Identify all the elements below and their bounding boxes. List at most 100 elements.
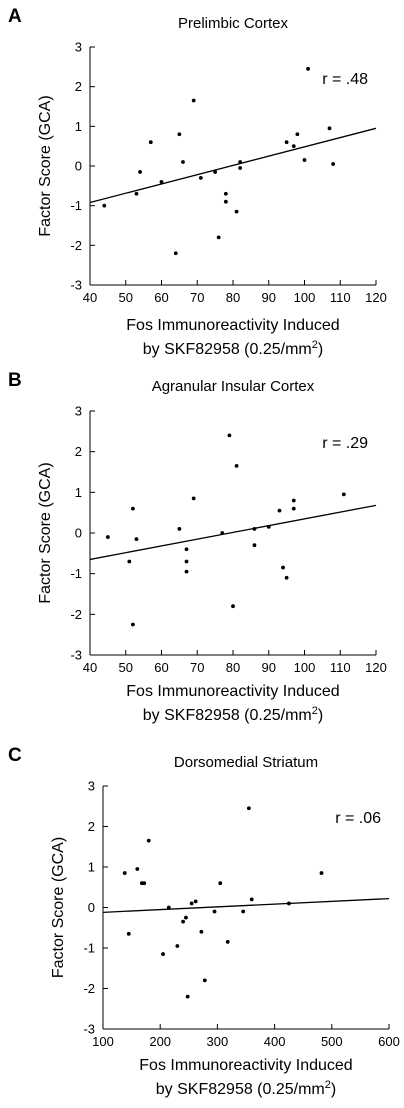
data-point [277,508,282,513]
data-point [146,838,151,843]
data-point [218,881,223,886]
x-axis-label-superscript: 2 [312,705,318,717]
data-point [284,575,289,580]
chart-panel-b: B Agranular Insular Cortex -3 -2 -1 0 1 2 3 40 50 6… [8,370,387,724]
data-point [126,931,131,936]
data-point [291,506,296,511]
x-axis-label-line2: by SKF82958 (0.25/mm2) [156,1079,336,1098]
panel-letter: A [8,6,22,27]
x-tick-label: 600 [378,1034,400,1049]
x-tick-label: 500 [321,1034,343,1049]
data-point [246,806,251,811]
y-tick-label: -2 [83,981,95,996]
x-tick-label: 80 [226,660,240,675]
x-tick-label: 60 [154,290,168,305]
x-tick-label: 70 [190,290,204,305]
regression-line [89,504,377,561]
data-point [302,158,307,162]
x-axis-label-line1: Fos Immunoreactivity Induced [126,683,339,700]
data-point [177,527,182,531]
data-point [173,251,178,256]
data-point [161,952,165,956]
data-point [212,909,217,914]
x-tick-label: 110 [330,660,351,675]
data-point [238,166,243,170]
data-point [199,929,204,934]
x-tick-label: 100 [92,1034,114,1049]
y-tick-label: 1 [75,119,82,134]
data-point [341,492,346,497]
x-tick-label: 120 [365,660,387,675]
data-point [295,132,300,137]
y-tick-label: -3 [70,648,82,663]
data-point [131,506,135,511]
data-point [102,203,107,208]
y-axis-label: Factor Score (GCA) [50,837,67,978]
regression-line [89,127,377,204]
panel-letter: C [8,745,22,766]
x-tick-label: 200 [149,1034,171,1049]
data-point [105,535,110,539]
data-point [142,881,147,886]
data-point [220,531,225,535]
y-tick-label: -3 [70,278,82,293]
data-point [131,622,135,627]
correlation-annotation: r = .48 [322,71,368,88]
y-tick-label: 3 [88,779,95,794]
data-point [181,919,185,924]
data-point [185,994,190,999]
x-tick-label: 80 [226,290,240,305]
data-point [266,525,271,529]
data-point [249,897,254,902]
data-point [181,160,185,164]
data-point [184,915,188,920]
data-point [189,901,194,906]
chart-title: Dorsomedial Striatum [174,754,318,771]
data-point [175,944,180,948]
x-tick-label: 300 [207,1034,229,1049]
data-point [223,199,228,204]
data-point [166,905,171,910]
data-point [238,160,243,164]
data-point [223,191,228,196]
y-tick-label: 0 [75,159,82,174]
x-axis-label-line1: Fos Immunoreactivity Induced [126,317,339,334]
x-tick-label: 50 [119,660,133,675]
data-point [227,433,232,438]
data-point [319,871,324,875]
chart-title: Agranular Insular Cortex [152,378,315,395]
correlation-annotation: r = .29 [322,435,368,452]
data-point [184,547,189,552]
x-axis-label-line1: Fos Immunoreactivity Induced [139,1057,352,1074]
regression-line [102,897,390,914]
y-axis-label: Factor Score (GCA) [37,95,54,236]
x-axis-label-close: ) [331,1081,336,1098]
data-point [306,66,310,71]
data-point [331,162,335,166]
y-tick-label: 0 [88,900,95,915]
y-tick-label: 2 [88,819,95,834]
data-point [184,559,189,564]
chart-panel-c: C Dorsomedial Striatum -3 -2 -1 0 1 2 3 100 200 300… [8,745,400,1098]
data-point [135,867,140,871]
x-tick-label: 40 [83,290,97,305]
y-tick-label: 3 [75,40,82,55]
data-point [234,209,239,214]
y-tick-label: 0 [75,526,82,541]
data-point [148,140,153,145]
x-axis-label-superscript: 2 [312,339,318,351]
data-point [193,899,198,904]
y-tick-label: 3 [75,404,82,419]
correlation-annotation: r = .06 [335,810,381,827]
data-point [241,909,246,914]
x-tick-label: 110 [330,290,351,305]
panel-letter: B [8,370,22,391]
x-tick-label: 40 [83,660,97,675]
data-point [134,537,139,541]
x-axis-label-main: by SKF82958 (0.25/mm [143,341,312,358]
x-axis-label-main: by SKF82958 (0.25/mm [143,707,312,724]
x-tick-label: 70 [190,660,204,675]
data-point [216,235,221,240]
data-point [122,871,127,875]
x-tick-label: 100 [294,290,316,305]
